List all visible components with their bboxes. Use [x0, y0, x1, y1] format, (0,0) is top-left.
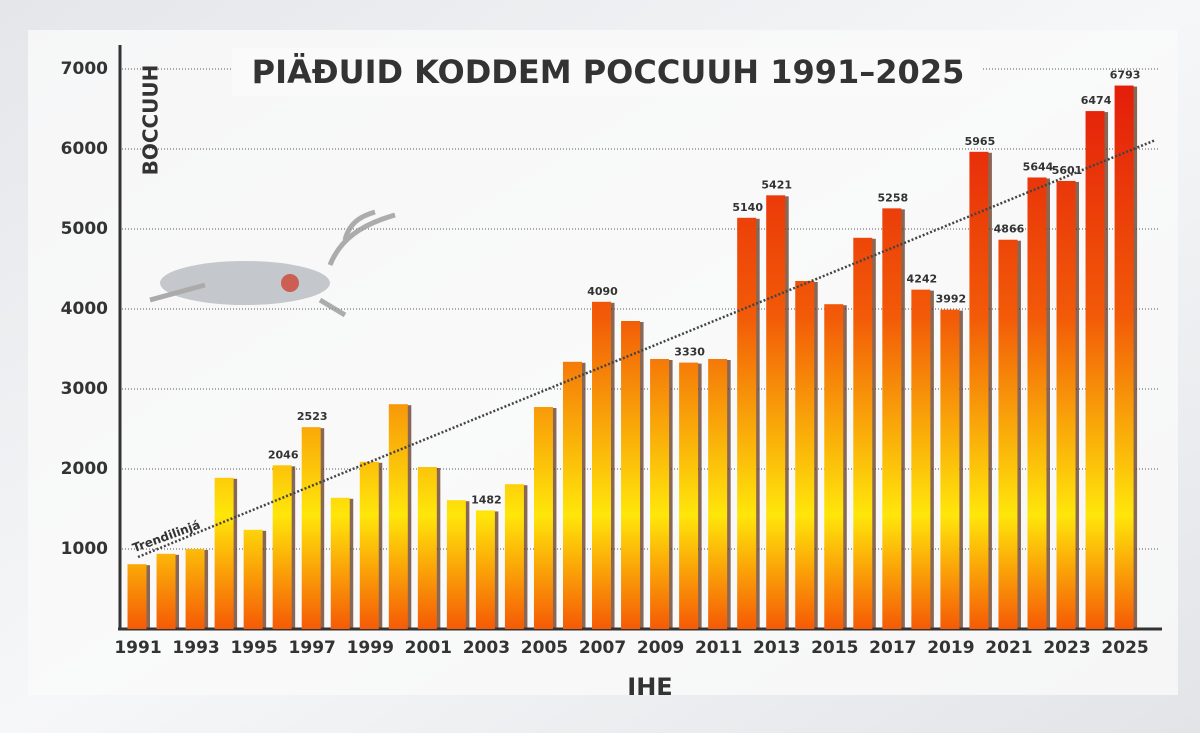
bar [679, 362, 699, 629]
y-tick-label: 1000 [61, 539, 108, 559]
bar [940, 309, 960, 629]
value-label: 6793 [1110, 69, 1141, 82]
bar [621, 321, 641, 629]
x-tick-label: 1995 [230, 638, 277, 658]
value-label: 2046 [268, 448, 299, 461]
bar [562, 361, 582, 629]
bar [969, 151, 989, 630]
x-tick-label: 2003 [463, 638, 510, 658]
bar [650, 359, 670, 629]
bar [446, 500, 466, 629]
bar [737, 217, 757, 630]
title-backdrop [232, 48, 982, 96]
x-axis-label: IHE [627, 673, 672, 701]
bar [417, 467, 437, 629]
trend-line [137, 139, 1156, 559]
y-tick-label: 2000 [61, 459, 108, 479]
bar [708, 359, 728, 629]
reindeer-illustration [149, 209, 396, 318]
value-label: 3992 [936, 293, 967, 306]
x-tick-label: 2019 [927, 638, 974, 658]
value-label: 3330 [674, 346, 705, 359]
x-tick-label: 2013 [753, 638, 800, 658]
bar [824, 304, 844, 629]
bar [853, 237, 873, 630]
value-label: 5258 [878, 191, 909, 204]
bar [592, 301, 612, 629]
value-label: 5644 [1023, 160, 1054, 173]
bar [795, 281, 815, 629]
y-tick-label: 6000 [61, 139, 108, 159]
bar [911, 289, 931, 629]
bar [998, 239, 1018, 629]
bar [1027, 177, 1047, 630]
y-tick-label: 5000 [61, 219, 108, 239]
value-label: 1482 [471, 493, 502, 506]
x-tick-label: 2025 [1101, 638, 1148, 658]
y-tick-label: 7000 [61, 59, 108, 79]
bar [1085, 111, 1105, 629]
x-tick-label: 1999 [347, 638, 394, 658]
x-tick-label: 2015 [811, 638, 858, 658]
bar [272, 465, 292, 629]
x-tick-label: 2001 [405, 638, 452, 658]
bar [301, 427, 321, 629]
bar [214, 477, 234, 629]
value-label: 2523 [297, 410, 328, 423]
bar [504, 484, 524, 629]
x-tick-label: 1993 [172, 638, 219, 658]
y-tick-label: 3000 [61, 379, 108, 399]
x-tick-label: 2011 [695, 638, 742, 658]
value-label: 4090 [587, 285, 618, 298]
x-tick-label: 2023 [1043, 638, 1090, 658]
bar [882, 208, 902, 630]
value-label: 4242 [907, 273, 938, 286]
x-tick-label: 1991 [114, 638, 161, 658]
x-tick-label: 2005 [521, 638, 568, 658]
bar [359, 461, 379, 629]
bar [1114, 85, 1134, 629]
y-axis-label: BOCCUUH [139, 65, 163, 176]
bar [388, 404, 408, 629]
x-tick-label: 2021 [985, 638, 1032, 658]
bar [127, 564, 147, 629]
value-label: 4866 [994, 223, 1025, 236]
y-tick-label: 4000 [61, 299, 108, 319]
x-tick-label: 2017 [869, 638, 916, 658]
x-tick-label: 2007 [579, 638, 626, 658]
bar [475, 510, 495, 629]
bar [1056, 180, 1076, 630]
chart-title: PIÄÐUID KODDEM POCCUUH 1991–2025 [252, 53, 965, 91]
x-tick-label: 1997 [289, 638, 336, 658]
bar [156, 553, 176, 629]
bar [766, 195, 786, 629]
value-label: 6474 [1081, 94, 1112, 107]
value-label: 5965 [965, 135, 996, 148]
bar [243, 529, 263, 629]
bar [330, 497, 350, 629]
value-label: 5140 [732, 201, 763, 214]
x-tick-label: 2009 [637, 638, 684, 658]
bar [185, 549, 205, 629]
bar [533, 407, 553, 629]
value-label: 5421 [761, 178, 792, 191]
